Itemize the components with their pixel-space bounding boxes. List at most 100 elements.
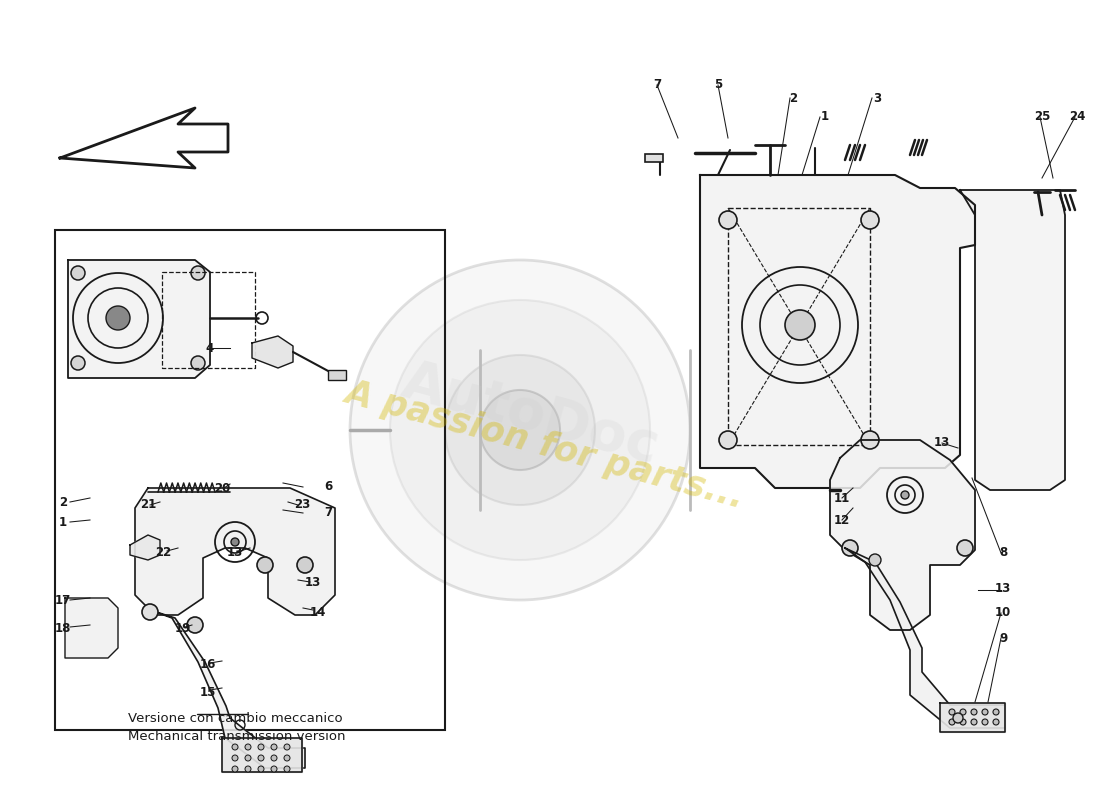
Circle shape bbox=[271, 766, 277, 772]
Text: 9: 9 bbox=[999, 631, 1008, 645]
Bar bbox=[328, 370, 346, 380]
Text: 3: 3 bbox=[873, 91, 881, 105]
Polygon shape bbox=[150, 610, 305, 768]
Circle shape bbox=[142, 604, 158, 620]
Circle shape bbox=[271, 755, 277, 761]
Polygon shape bbox=[845, 548, 1005, 728]
Text: 19: 19 bbox=[175, 622, 191, 634]
Text: 21: 21 bbox=[140, 498, 156, 511]
Circle shape bbox=[861, 211, 879, 229]
Polygon shape bbox=[830, 440, 975, 630]
Text: 7: 7 bbox=[653, 78, 661, 91]
Text: 2: 2 bbox=[59, 495, 67, 509]
Circle shape bbox=[719, 211, 737, 229]
Text: 7: 7 bbox=[323, 506, 332, 519]
Polygon shape bbox=[135, 488, 336, 615]
Text: 10: 10 bbox=[994, 606, 1011, 619]
Text: 4: 4 bbox=[206, 342, 214, 354]
Text: 13: 13 bbox=[305, 577, 321, 590]
Circle shape bbox=[232, 766, 238, 772]
Circle shape bbox=[949, 709, 955, 715]
Circle shape bbox=[960, 709, 966, 715]
Circle shape bbox=[271, 744, 277, 750]
Circle shape bbox=[957, 540, 974, 556]
Polygon shape bbox=[252, 336, 293, 368]
Circle shape bbox=[953, 713, 962, 723]
Polygon shape bbox=[65, 598, 118, 658]
Polygon shape bbox=[222, 738, 302, 772]
Text: 13: 13 bbox=[934, 437, 950, 450]
Circle shape bbox=[901, 491, 909, 499]
Bar bbox=[55, 230, 446, 730]
Text: AutoDoc: AutoDoc bbox=[395, 354, 664, 475]
Circle shape bbox=[284, 744, 290, 750]
Circle shape bbox=[258, 755, 264, 761]
Circle shape bbox=[480, 390, 560, 470]
Text: 1: 1 bbox=[821, 110, 829, 123]
Text: 11: 11 bbox=[834, 491, 850, 505]
Text: 8: 8 bbox=[999, 546, 1008, 559]
Circle shape bbox=[971, 709, 977, 715]
Polygon shape bbox=[940, 703, 1005, 732]
Circle shape bbox=[861, 431, 879, 449]
Circle shape bbox=[191, 356, 205, 370]
Circle shape bbox=[785, 310, 815, 340]
Circle shape bbox=[231, 538, 239, 546]
Circle shape bbox=[446, 355, 595, 505]
Circle shape bbox=[245, 744, 251, 750]
Text: Mechanical transmission version: Mechanical transmission version bbox=[128, 730, 345, 743]
Text: 15: 15 bbox=[200, 686, 217, 698]
Circle shape bbox=[390, 300, 650, 560]
Text: A passion for parts...: A passion for parts... bbox=[342, 375, 748, 514]
Circle shape bbox=[949, 719, 955, 725]
Text: 12: 12 bbox=[834, 514, 850, 526]
Bar bbox=[645, 154, 663, 162]
Circle shape bbox=[719, 431, 737, 449]
Text: 5: 5 bbox=[714, 78, 722, 91]
Circle shape bbox=[232, 744, 238, 750]
Text: 16: 16 bbox=[200, 658, 217, 671]
Polygon shape bbox=[130, 535, 159, 560]
Circle shape bbox=[191, 266, 205, 280]
Circle shape bbox=[258, 744, 264, 750]
Circle shape bbox=[284, 766, 290, 772]
Polygon shape bbox=[68, 260, 210, 378]
Circle shape bbox=[971, 719, 977, 725]
Polygon shape bbox=[700, 175, 975, 488]
Text: 23: 23 bbox=[294, 498, 310, 511]
Circle shape bbox=[982, 719, 988, 725]
Circle shape bbox=[72, 266, 85, 280]
Circle shape bbox=[72, 356, 85, 370]
Circle shape bbox=[245, 766, 251, 772]
Text: 13: 13 bbox=[994, 582, 1011, 594]
Circle shape bbox=[297, 557, 313, 573]
Polygon shape bbox=[60, 108, 228, 168]
Circle shape bbox=[106, 306, 130, 330]
Text: 13: 13 bbox=[227, 546, 243, 558]
Polygon shape bbox=[960, 190, 1065, 490]
Circle shape bbox=[232, 755, 238, 761]
Circle shape bbox=[960, 719, 966, 725]
Text: Versione con cambio meccanico: Versione con cambio meccanico bbox=[128, 711, 342, 725]
Text: 6: 6 bbox=[323, 481, 332, 494]
Text: 2: 2 bbox=[789, 91, 797, 105]
Circle shape bbox=[187, 617, 204, 633]
Text: 1: 1 bbox=[59, 515, 67, 529]
Circle shape bbox=[258, 766, 264, 772]
Text: 17: 17 bbox=[55, 594, 72, 607]
Circle shape bbox=[982, 709, 988, 715]
Text: 25: 25 bbox=[1034, 110, 1050, 123]
Circle shape bbox=[993, 709, 999, 715]
Text: 24: 24 bbox=[1069, 110, 1086, 123]
Circle shape bbox=[993, 719, 999, 725]
Circle shape bbox=[284, 755, 290, 761]
Circle shape bbox=[842, 540, 858, 556]
Text: 20: 20 bbox=[213, 482, 230, 494]
Text: 22: 22 bbox=[155, 546, 172, 558]
Circle shape bbox=[869, 554, 881, 566]
Circle shape bbox=[257, 557, 273, 573]
Text: 18: 18 bbox=[55, 622, 72, 634]
Circle shape bbox=[245, 755, 251, 761]
Circle shape bbox=[350, 260, 690, 600]
Text: 14: 14 bbox=[310, 606, 327, 618]
